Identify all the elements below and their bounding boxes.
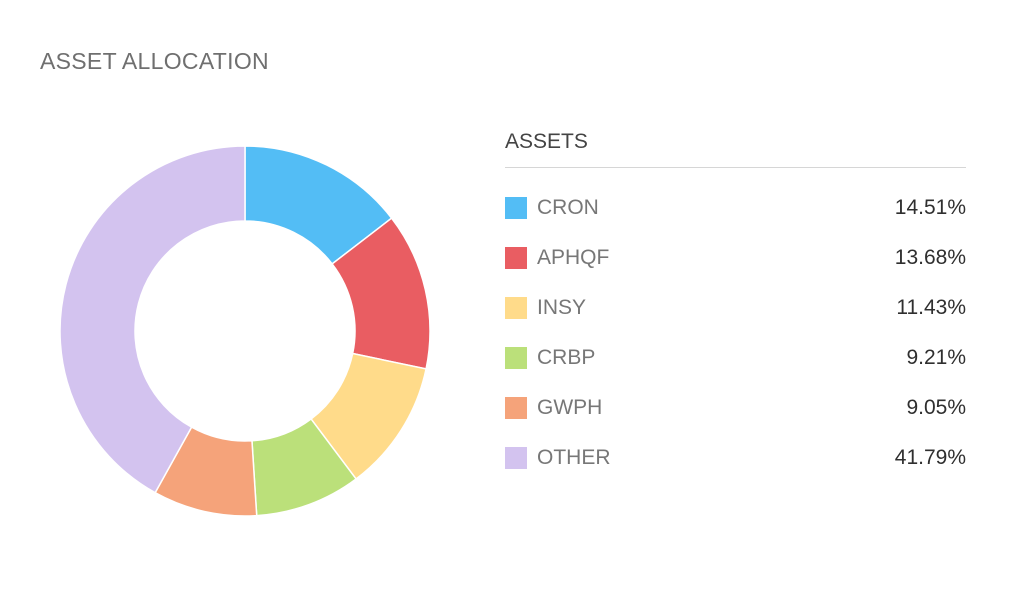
legend-value: 9.05%	[906, 396, 966, 419]
legend-item-aphqf[interactable]: APHQF 13.68%	[505, 233, 966, 283]
legend: ASSETS CRON 14.51% APHQF 13.68% INSY 11.43% CR…	[505, 130, 966, 483]
donut-chart	[59, 145, 431, 517]
legend-value: 9.21%	[906, 346, 966, 369]
legend-swatch	[505, 297, 527, 319]
legend-item-gwph[interactable]: GWPH 9.05%	[505, 383, 966, 433]
legend-swatch	[505, 347, 527, 369]
legend-value: 14.51%	[894, 196, 966, 219]
legend-value: 41.79%	[894, 446, 966, 469]
donut-slice-other[interactable]	[59, 145, 246, 494]
legend-item-crbp[interactable]: CRBP 9.21%	[505, 333, 966, 383]
legend-item-other[interactable]: OTHER 41.79%	[505, 433, 966, 483]
legend-value: 11.43%	[896, 296, 966, 319]
legend-swatch	[505, 447, 527, 469]
legend-label: CRON	[537, 196, 599, 219]
legend-value: 13.68%	[894, 246, 966, 269]
legend-label: INSY	[537, 296, 587, 319]
legend-item-insy[interactable]: INSY 11.43%	[505, 283, 966, 333]
legend-swatch	[505, 247, 527, 269]
legend-label: APHQF	[537, 246, 610, 269]
legend-swatch	[505, 397, 527, 419]
legend-header: ASSETS	[505, 130, 966, 168]
legend-label: OTHER	[537, 446, 611, 469]
legend-label: CRBP	[537, 346, 596, 369]
legend-swatch	[505, 197, 527, 219]
legend-item-cron[interactable]: CRON 14.51%	[505, 183, 966, 233]
chart-title: ASSET ALLOCATION	[40, 48, 269, 74]
legend-label: GWPH	[537, 396, 603, 419]
legend-list: CRON 14.51% APHQF 13.68% INSY 11.43% CRBP 9.21%…	[505, 183, 966, 483]
